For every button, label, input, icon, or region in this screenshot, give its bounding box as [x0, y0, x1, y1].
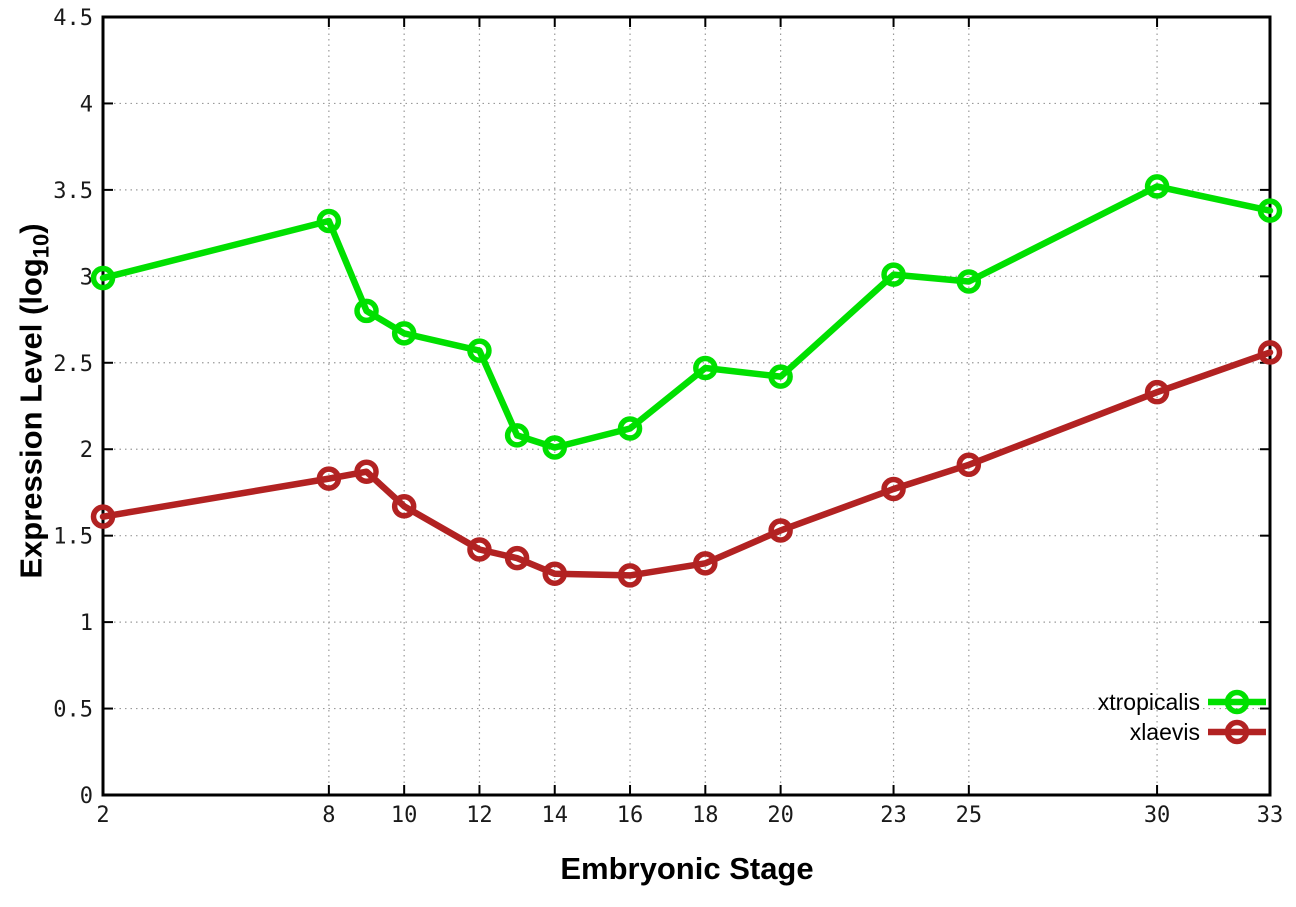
- data-point-xlaevis: [693, 551, 718, 576]
- data-point-xtropicalis: [90, 265, 116, 291]
- data-point-xlaevis: [90, 504, 116, 529]
- data-point-xtropicalis: [956, 269, 982, 294]
- data-point-xlaevis: [316, 466, 342, 491]
- x-tick-label: 16: [617, 803, 644, 828]
- data-point-xtropicalis: [881, 262, 906, 287]
- data-point-xtropicalis: [354, 298, 379, 324]
- x-tick-label: 8: [322, 803, 335, 828]
- data-point-xtropicalis: [504, 423, 530, 448]
- y-tick-label: 2.5: [53, 352, 93, 377]
- data-point-xtropicalis: [693, 355, 718, 381]
- x-tick-label: 30: [1144, 803, 1171, 828]
- x-tick-label: 10: [391, 803, 418, 828]
- data-point-xlaevis: [391, 494, 417, 519]
- data-point-xlaevis: [354, 459, 379, 484]
- x-tick-label: 20: [767, 803, 794, 828]
- data-point-xlaevis: [467, 537, 492, 562]
- y-tick-label: 1.5: [53, 525, 93, 550]
- data-point-xlaevis: [504, 545, 530, 571]
- x-tick-label: 14: [541, 803, 568, 828]
- data-point-xlaevis: [617, 563, 643, 588]
- y-axis-label-close: ): [13, 223, 49, 234]
- legend-marker-sample: [1224, 689, 1250, 715]
- legend-label-xtropicalis: xtropicalis: [1098, 689, 1200, 715]
- data-point-xlaevis: [881, 476, 906, 502]
- data-point-xtropicalis: [1257, 198, 1283, 223]
- data-point-xtropicalis: [391, 321, 417, 346]
- plot-border: [101, 15, 1272, 797]
- legend-label-xlaevis: xlaevis: [1130, 719, 1200, 745]
- y-tick-label: 4: [80, 92, 93, 117]
- data-point-xlaevis: [956, 452, 982, 478]
- x-tick-label: 2: [96, 803, 109, 828]
- x-tick-label: 33: [1257, 803, 1284, 828]
- data-point-xtropicalis: [316, 208, 342, 234]
- y-axis-label-text: Expression Level (log: [13, 258, 49, 579]
- y-tick-label: 3: [80, 265, 93, 290]
- x-tick-label: 12: [466, 803, 493, 828]
- y-tick-label: 0: [80, 784, 93, 809]
- series-line-xtropicalis: [99, 183, 1274, 451]
- legend-marker-sample: [1224, 719, 1250, 745]
- y-tick-label: 2: [80, 438, 93, 463]
- x-tick-label: 25: [956, 803, 983, 828]
- x-tick-label: 18: [692, 803, 719, 828]
- y-tick-label: 1: [80, 611, 93, 636]
- x-axis-label: Embryonic Stage: [560, 851, 814, 886]
- data-point-xtropicalis: [1144, 174, 1170, 199]
- data-point-xtropicalis: [542, 435, 567, 460]
- x-tick-label: 23: [880, 803, 907, 828]
- data-point-xtropicalis: [467, 338, 492, 363]
- data-point-xlaevis: [542, 561, 567, 586]
- y-axis-label-subscript: 10: [28, 233, 54, 259]
- data-point-xlaevis: [1257, 340, 1283, 365]
- y-tick-label: 0.5: [53, 698, 93, 723]
- y-axis-label: Expression Level (log10): [13, 223, 54, 578]
- y-tick-label: 3.5: [53, 179, 93, 204]
- data-point-xtropicalis: [768, 364, 793, 389]
- data-point-xlaevis: [768, 518, 793, 543]
- data-point-xtropicalis: [617, 416, 643, 441]
- data-point-xlaevis: [1144, 379, 1170, 405]
- y-tick-label: 4.5: [53, 6, 93, 31]
